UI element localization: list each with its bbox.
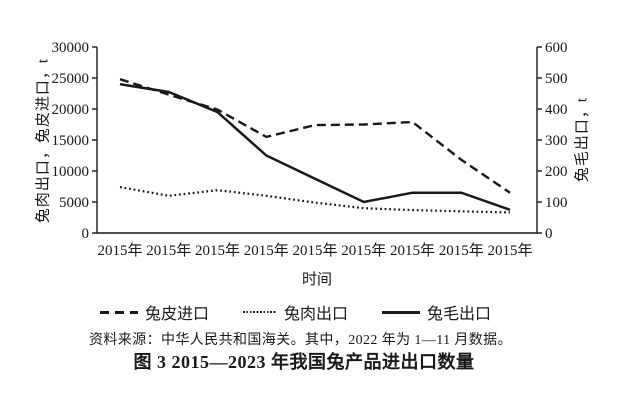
series-line-dotted: [119, 186, 511, 214]
left-axis-tick-label: 15000: [52, 133, 90, 149]
legend-item-rabbit-skin-import: 兔皮进口: [100, 300, 209, 324]
left-axis-tick-label: 30000: [52, 40, 90, 56]
right-axis-tick-label: 600: [545, 40, 568, 56]
left-axis-tick-label: 10000: [52, 164, 90, 180]
x-axis-tick-label: 2015年: [390, 242, 435, 259]
x-axis-title: 时间: [301, 272, 332, 288]
legend-label: 兔毛出口: [427, 306, 492, 323]
series-line-solid: [119, 82, 511, 211]
left-axis-tick-label: 25000: [52, 71, 90, 87]
right-axis-tick-label: 400: [545, 102, 568, 118]
right-axis-tick-label: 100: [545, 195, 568, 211]
plot-axes: [96, 47, 538, 234]
x-axis-tick-label: 2015年: [439, 242, 484, 259]
legend-label: 兔皮进口: [145, 306, 210, 323]
x-axis-tick-label: 2015年: [244, 242, 289, 259]
dotted-line-swatch-icon: [243, 310, 278, 314]
right-axis-tick-label: 0: [545, 226, 553, 242]
source-note: 资料来源：中华人民共和国海关。其中，2022 年为 1—11 月数据。: [89, 333, 512, 348]
right-axis-tick-label: 200: [545, 164, 568, 180]
chart-legend: 兔皮进口 兔肉出口 兔毛出口: [100, 300, 491, 324]
line-chart: 0 5000 10000 15000 20000 25000 30000 0 100 200 300…: [52, 40, 568, 259]
left-axis-tick-label: 20000: [52, 102, 90, 118]
right-axis-title: 兔毛出口，t: [574, 96, 591, 183]
left-axis-tick-label: 5000: [59, 195, 89, 211]
figure-caption: 图 3 2015—2023 年我国兔产品进出口数量: [133, 352, 475, 372]
right-axis-tick-label: 500: [545, 71, 568, 87]
solid-line-swatch-icon: [382, 310, 421, 314]
dashed-line-swatch-icon: [100, 310, 138, 314]
x-axis-tick-label: 2015年: [341, 242, 386, 259]
legend-item-rabbit-wool-export: 兔毛出口: [382, 300, 491, 324]
left-axis-title: 兔肉出口，兔皮进口，t: [35, 57, 52, 224]
x-axis-tick-label: 2015年: [195, 242, 240, 259]
x-axis-tick-label: 2015年: [487, 242, 532, 259]
x-axis-tick-label: 2015年: [292, 242, 337, 259]
right-axis-tick-label: 300: [545, 133, 568, 149]
left-axis-tick-label: 0: [82, 226, 90, 242]
legend-label: 兔肉出口: [284, 306, 349, 323]
x-axis-tick-label: 2015年: [97, 242, 142, 259]
legend-item-rabbit-meat-export: 兔肉出口: [243, 300, 348, 324]
x-axis-tick-label: 2015年: [146, 242, 191, 259]
